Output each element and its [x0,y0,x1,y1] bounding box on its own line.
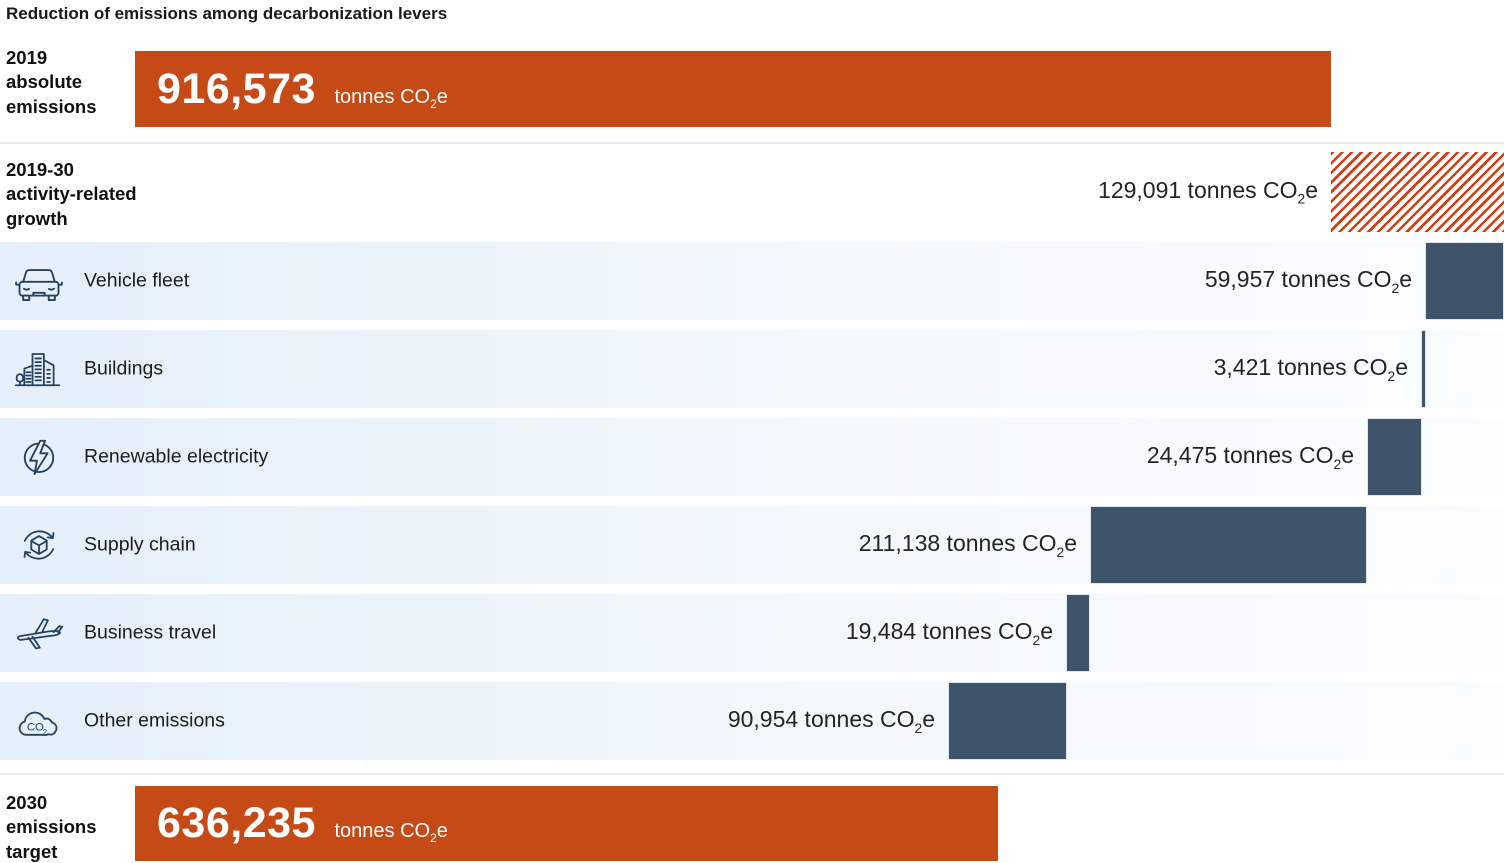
reduction-bar [1066,594,1090,672]
cube-cycle-icon [13,519,65,571]
car-icon [13,255,65,307]
lever-row-buildings: Buildings 3,421 tonnes CO2e [0,330,1504,408]
growth-value: 129,091 tonnes CO2e [1098,152,1318,232]
chart-title: Reduction of emissions among decarboniza… [6,4,448,23]
lever-value: 19,484 tonnes CO2e [845,618,1053,648]
lever-row-supply-chain: Supply chain 211,138 tonnes CO2e [0,506,1504,584]
target-row-label: 2030 emissions target [6,792,97,862]
svg-text:2: 2 [43,728,48,737]
reduction-bar [1367,418,1422,496]
growth-hatched-bar [1331,152,1504,232]
start-unit: tonnes CO2e [328,85,448,111]
growth-value-text: 129,091 tonnes CO2e [1098,177,1318,207]
reduction-bar [1421,330,1426,408]
lever-label: Supply chain [84,533,196,556]
start-value: 916,573 [157,64,316,113]
lever-row-renewable-electricity: Renewable electricity 24,475 tonnes CO2e [0,418,1504,496]
buildings-icon [13,343,65,395]
co2-cloud-icon: CO 2 [13,695,65,747]
lever-row-business-travel: Business travel 19,484 tonnes CO2e [0,594,1504,672]
lightning-icon [13,431,65,483]
separator-line-bottom [0,773,1504,775]
start-total-bar: 916,573 tonnes CO2e [135,51,1331,127]
airplane-icon [13,607,65,659]
start-bar-text: 916,573 tonnes CO2e [157,65,448,114]
lever-row-other-emissions: CO 2 Other emissions 90,954 tonnes CO2e [0,682,1504,760]
start-row-label: 2019 absolute emissions [6,47,97,117]
target-total-bar: 636,235 tonnes CO2e [135,786,998,861]
lever-label: Buildings [84,357,164,380]
separator-line-top [0,142,1504,144]
lever-value: 59,957 tonnes CO2e [1204,266,1412,296]
lever-row-vehicle-fleet: Vehicle fleet 59,957 tonnes CO2e [0,242,1504,320]
svg-text:CO: CO [27,721,44,733]
growth-row-label: 2019-30 activity-related growth [6,159,137,229]
reduction-bar [1425,242,1504,320]
lever-value: 211,138 tonnes CO2e [858,530,1077,560]
lever-value: 90,954 tonnes CO2e [727,706,935,736]
lever-value: 3,421 tonnes CO2e [1213,354,1408,384]
reduction-bar [948,682,1067,760]
target-bar-text: 636,235 tonnes CO2e [157,799,448,848]
lever-label: Renewable electricity [84,445,269,468]
target-value: 636,235 [157,799,316,847]
lever-value: 24,475 tonnes CO2e [1146,442,1354,472]
lever-label: Business travel [84,621,217,644]
lever-label: Vehicle fleet [84,269,190,292]
target-unit: tonnes CO2e [328,820,448,845]
lever-label: Other emissions [84,709,225,732]
reduction-bar [1090,506,1367,584]
